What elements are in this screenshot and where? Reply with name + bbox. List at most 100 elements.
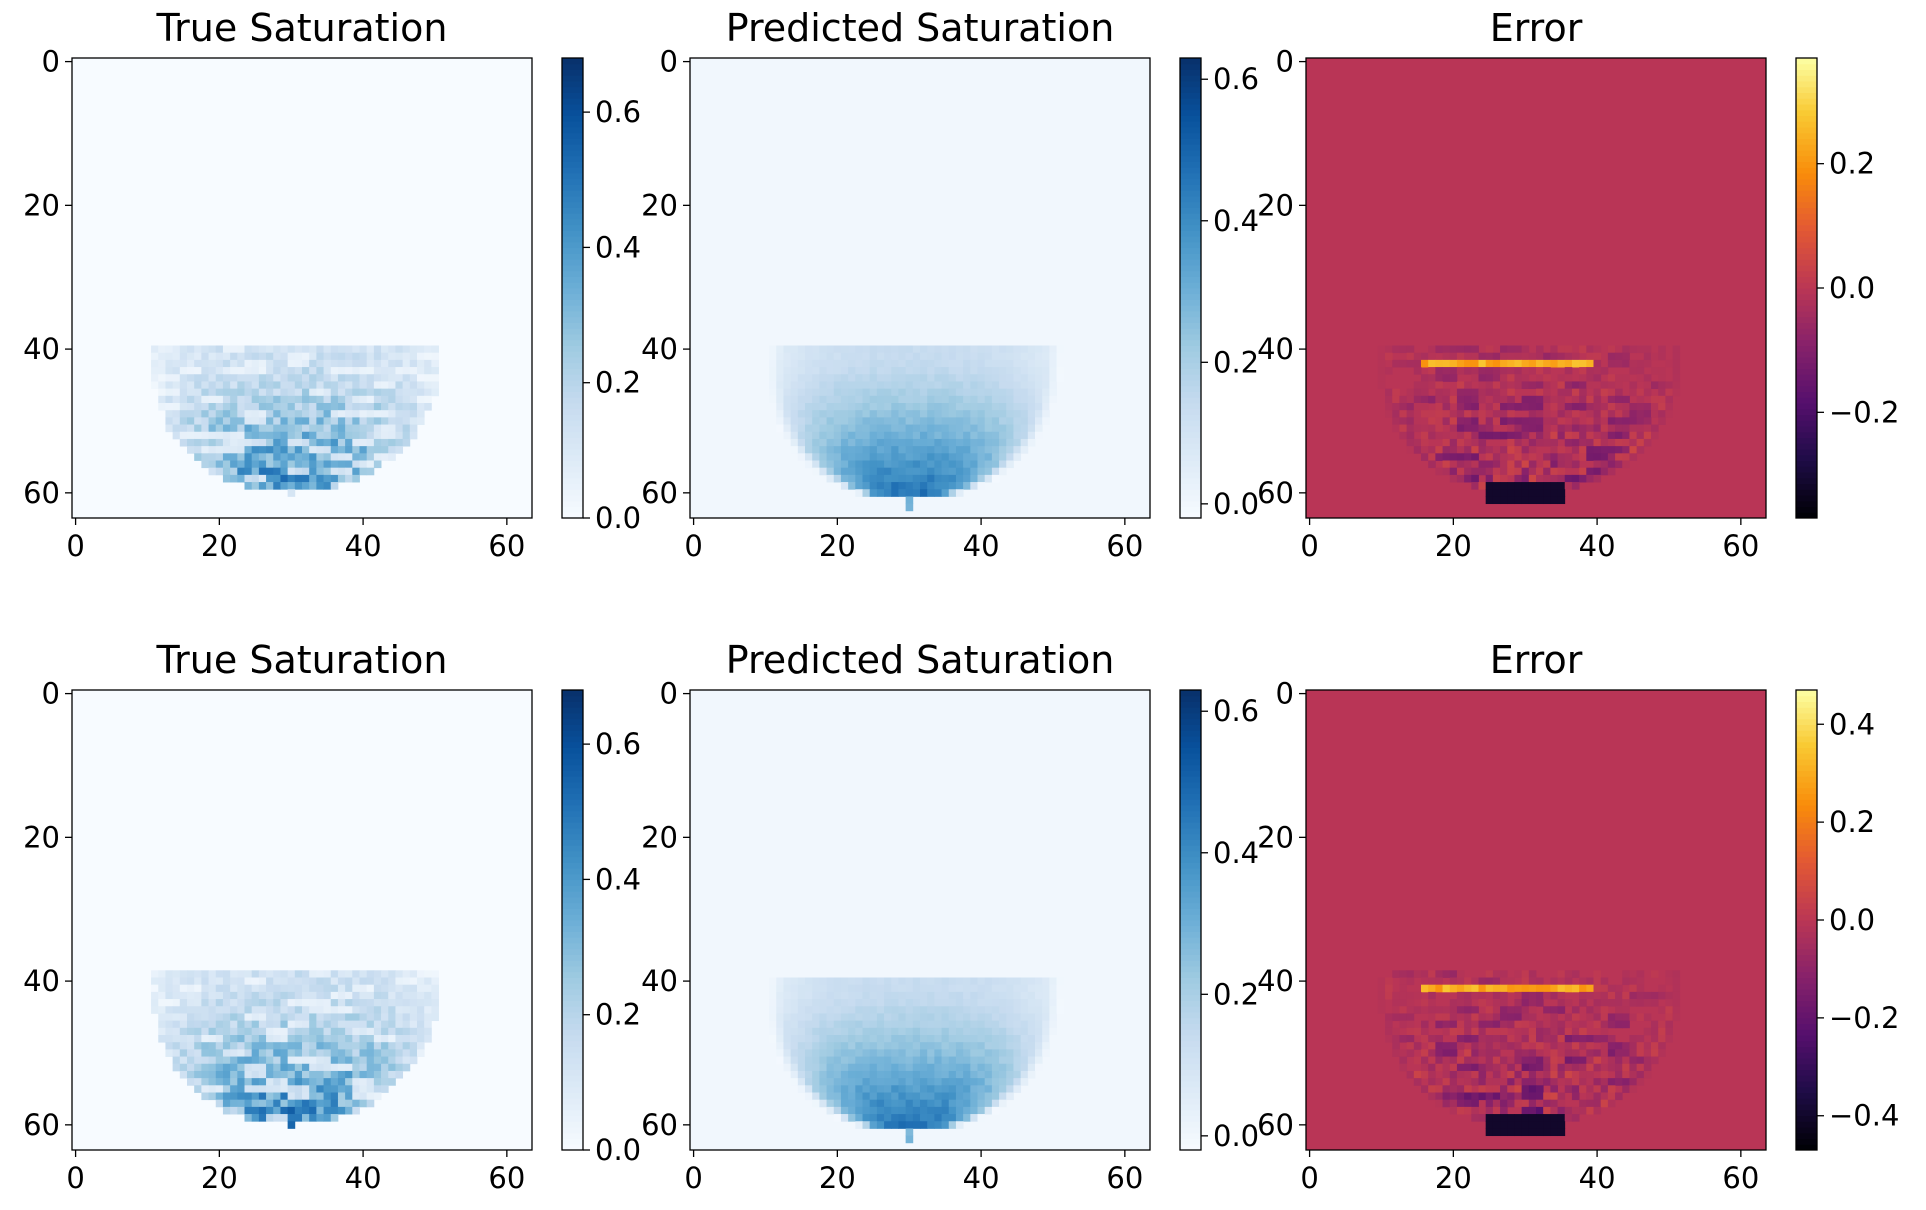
colorbar-segment: [562, 207, 583, 214]
heatmap-cell: [1536, 1106, 1544, 1115]
heatmap-cell: [1557, 1027, 1566, 1036]
heatmap-cell: [884, 1049, 892, 1057]
heatmap-cell: [912, 1020, 921, 1029]
heatmap-cell: [179, 431, 188, 440]
heatmap-cell: [230, 345, 238, 354]
heatmap-cell: [1471, 345, 1479, 354]
heatmap-cell: [955, 1078, 964, 1086]
heatmap-cell: [1615, 1020, 1623, 1029]
heatmap-cell: [187, 374, 195, 382]
colorbar-segment: [562, 368, 583, 375]
heatmap-cell: [1006, 410, 1014, 418]
colorbar-tick-label: 0.4: [595, 862, 641, 896]
heatmap-cell: [1550, 359, 1558, 368]
colorbar-segment: [562, 374, 583, 381]
heatmap-cell: [826, 984, 835, 993]
heatmap-cell: [287, 367, 296, 375]
heatmap-cell: [1442, 374, 1451, 382]
colorbar-segment: [562, 219, 583, 226]
heatmap-cell: [891, 977, 899, 986]
colorbar-segment: [1180, 121, 1201, 128]
heatmap-cell: [977, 424, 986, 433]
heatmap-cell: [920, 453, 928, 461]
heatmap-cell: [1006, 460, 1014, 469]
colorbar-segment: [1796, 718, 1817, 725]
x-tick-label: 40: [963, 529, 1000, 563]
heatmap-cell: [1399, 1006, 1408, 1014]
heatmap-cell: [1672, 381, 1681, 390]
heatmap-cell: [1629, 417, 1638, 425]
heatmap-cell: [898, 1092, 907, 1101]
heatmap-cell: [1399, 1035, 1408, 1043]
heatmap-cell: [179, 438, 188, 447]
heatmap-cell: [388, 388, 396, 397]
heatmap-cell: [431, 1006, 439, 1014]
heatmap-cell: [302, 1056, 310, 1065]
heatmap-cell: [1464, 424, 1472, 433]
heatmap-cell: [366, 1042, 375, 1050]
colorbar-segment: [1180, 472, 1201, 479]
heatmap-cell: [1615, 1013, 1623, 1022]
heatmap-cell: [215, 1027, 224, 1036]
colorbar-segment: [1180, 109, 1201, 116]
heatmap-cell: [273, 991, 281, 1000]
heatmap-cell: [934, 1063, 942, 1072]
colorbar-segment: [1796, 851, 1817, 858]
heatmap-cell: [172, 1049, 181, 1057]
heatmap-cell: [309, 1042, 317, 1050]
heatmap-cell: [251, 460, 260, 469]
heatmap-cell: [1399, 977, 1408, 986]
heatmap-cell: [1636, 410, 1645, 418]
heatmap-cell: [366, 367, 375, 375]
heatmap-cell: [172, 999, 181, 1007]
heatmap-cell: [769, 403, 777, 411]
heatmap-cell: [1421, 417, 1429, 425]
heatmap-cell: [266, 381, 274, 390]
heatmap-cell: [323, 991, 332, 1000]
heatmap-cell: [373, 438, 382, 447]
heatmap-cell: [970, 1099, 978, 1108]
heatmap-cell: [1399, 970, 1408, 978]
heatmap-cell: [1456, 1063, 1465, 1072]
colorbar-segment: [1180, 466, 1201, 473]
heatmap-cell: [1615, 417, 1623, 425]
heatmap-cell: [963, 453, 971, 461]
colorbar-segment: [562, 167, 583, 174]
heatmap-cell: [215, 367, 224, 375]
heatmap-cell: [955, 1013, 964, 1022]
heatmap-cell: [179, 388, 188, 397]
heatmap-cell: [1636, 403, 1645, 411]
heatmap-cell: [1035, 374, 1043, 382]
heatmap-cell: [316, 1013, 324, 1022]
heatmap-cell: [1027, 345, 1036, 354]
x-tick-label: 60: [488, 1161, 525, 1195]
heatmap-cell: [1478, 1056, 1487, 1065]
heatmap-cell: [948, 345, 957, 354]
heatmap-cell: [345, 984, 353, 993]
heatmap-cell: [812, 999, 820, 1007]
heatmap-cell: [417, 977, 425, 986]
colorbar-segment: [1180, 810, 1201, 817]
heatmap-cell: [905, 1056, 914, 1065]
heatmap-cell: [1421, 1049, 1429, 1057]
heatmap-cell: [222, 446, 231, 454]
heatmap-cell: [309, 438, 317, 447]
colorbar-segment: [1180, 1086, 1201, 1093]
heatmap-cell: [280, 1078, 289, 1086]
heatmap-cell: [1507, 424, 1515, 433]
heatmap-cell: [1593, 1106, 1602, 1115]
heatmap-cell: [1629, 359, 1638, 368]
colorbar-segment: [562, 242, 583, 249]
heatmap-cell: [920, 367, 928, 375]
heatmap-cell: [999, 991, 1007, 1000]
heatmap-cell: [891, 395, 899, 404]
heatmap-cell: [172, 1056, 181, 1065]
heatmap-cell: [941, 367, 950, 375]
heatmap-cell: [1442, 438, 1451, 447]
heatmap-cell: [431, 388, 439, 397]
colorbar-segment: [562, 885, 583, 892]
heatmap-cell: [1550, 1056, 1558, 1065]
colorbar-segment: [1796, 799, 1817, 806]
heatmap-cell: [977, 438, 986, 447]
heatmap-cell: [273, 984, 281, 993]
